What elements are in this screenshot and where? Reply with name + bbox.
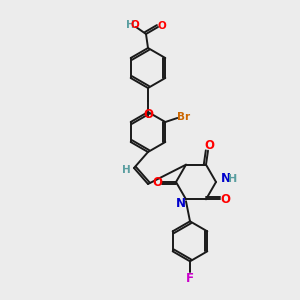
- Text: O: O: [130, 20, 140, 30]
- Text: N: N: [176, 197, 186, 210]
- Text: F: F: [186, 272, 194, 285]
- Text: H: H: [126, 20, 134, 30]
- Text: O: O: [220, 193, 230, 206]
- Text: H: H: [228, 174, 238, 184]
- Text: O: O: [143, 109, 153, 122]
- Text: Br: Br: [177, 112, 190, 122]
- Text: H: H: [122, 165, 130, 175]
- Text: O: O: [204, 139, 214, 152]
- Text: N: N: [221, 172, 231, 185]
- Text: O: O: [152, 176, 162, 188]
- Text: O: O: [158, 21, 166, 31]
